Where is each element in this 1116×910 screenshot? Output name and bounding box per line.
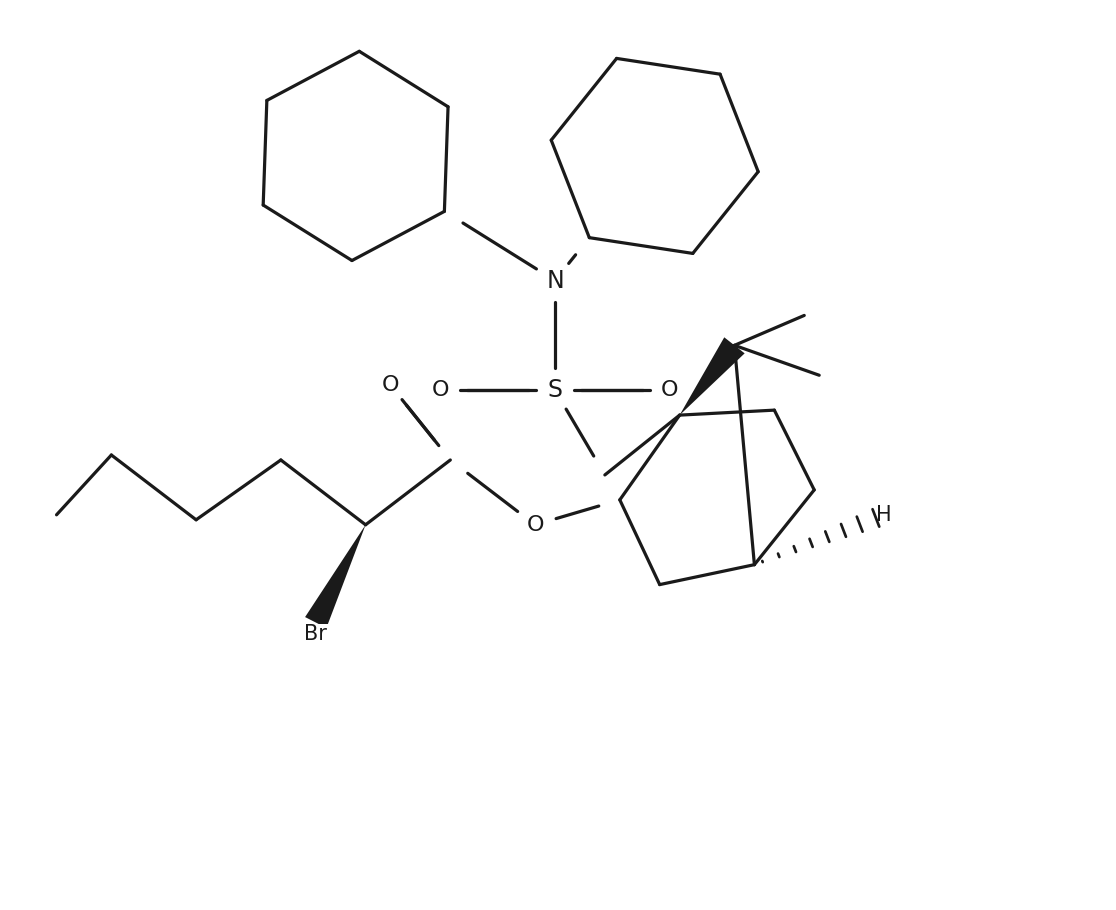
Polygon shape — [680, 338, 744, 415]
Text: O: O — [527, 515, 543, 535]
Text: H: H — [876, 505, 892, 525]
Text: N: N — [546, 268, 564, 292]
Text: O: O — [661, 380, 679, 400]
Text: S: S — [548, 379, 562, 402]
Text: Br: Br — [305, 624, 327, 644]
Text: O: O — [382, 375, 400, 395]
Polygon shape — [305, 525, 366, 628]
Text: O: O — [432, 380, 449, 400]
